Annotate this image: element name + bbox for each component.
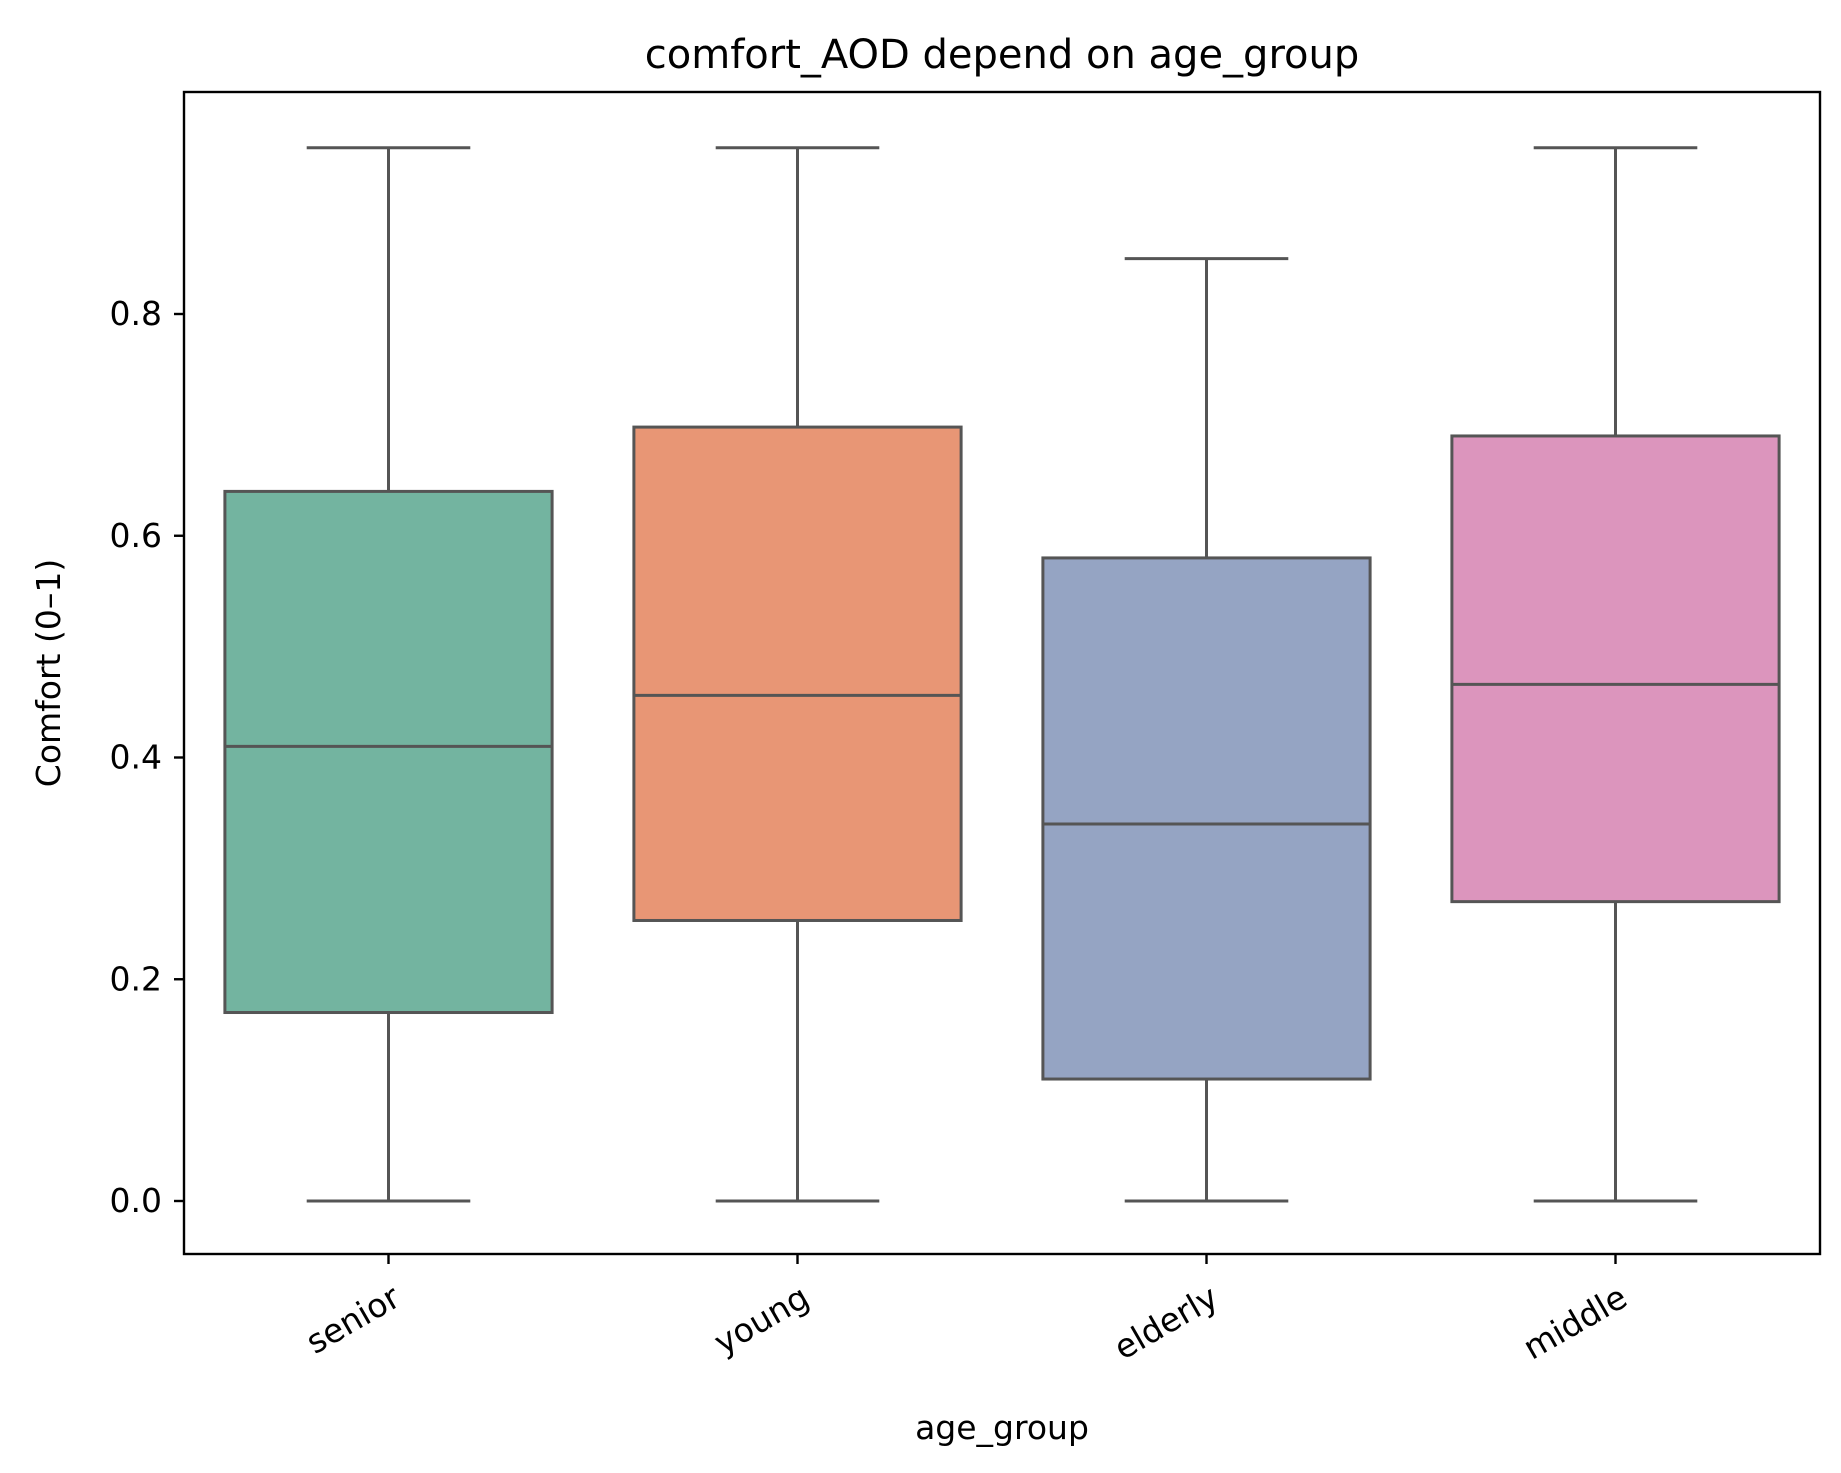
x-axis-label: age_group xyxy=(915,1408,1089,1447)
iqr-box xyxy=(223,489,554,1015)
y-axis-label: Comfort (0–1) xyxy=(29,559,68,787)
box-middle xyxy=(1450,146,1781,1203)
plot-area xyxy=(223,146,1781,1203)
y-tick-label: 0.0 xyxy=(110,1181,162,1220)
box-senior xyxy=(223,146,554,1203)
y-tick-label: 0.4 xyxy=(110,738,162,777)
iqr-box xyxy=(1450,434,1781,904)
iqr-box xyxy=(632,425,963,922)
iqr-box xyxy=(1041,556,1372,1081)
chart-title: comfort_AOD depend on age_group xyxy=(645,32,1359,78)
box-elderly xyxy=(1041,257,1372,1203)
box-young xyxy=(632,146,963,1203)
y-tick-label: 0.6 xyxy=(110,516,162,555)
plot-frame xyxy=(182,90,1822,1256)
y-tick-label: 0.2 xyxy=(110,959,162,998)
y-tick-label: 0.8 xyxy=(110,294,162,333)
